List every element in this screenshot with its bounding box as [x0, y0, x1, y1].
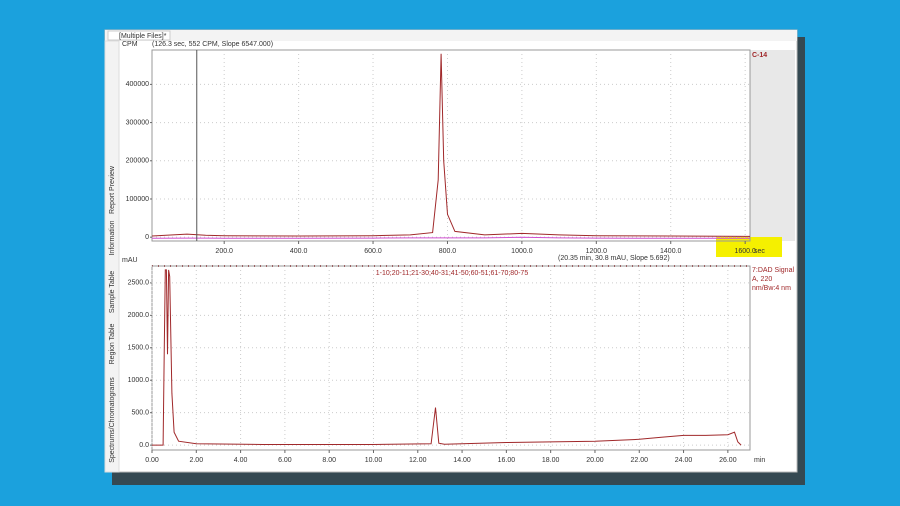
x-tick-label: 22.00	[630, 457, 648, 464]
x-tick-label: 26.00	[719, 457, 737, 464]
series-line	[152, 269, 742, 446]
legend-entry: C-14	[752, 52, 767, 59]
x-tick-label: 0.00	[145, 457, 159, 464]
x-tick-label: 20.00	[586, 457, 604, 464]
annotation: 1-10;20-11;21-30;40-31;41-50;60-51;61-70…	[376, 270, 529, 277]
y-tick-label: 100000	[126, 196, 149, 203]
window	[104, 29, 798, 473]
tab[interactable]	[107, 30, 171, 41]
x-axis-label: sec	[754, 248, 765, 255]
x-tick-label: 10.00	[365, 457, 383, 464]
y-tick-label: 0	[145, 234, 149, 241]
x-tick-label: 1200.0	[586, 248, 608, 255]
tab-bar	[105, 30, 797, 41]
x-tick-label: 1000.0	[511, 248, 533, 255]
y-axis-label: mAU	[122, 257, 138, 264]
x-tick-label: 1400.0	[660, 248, 682, 255]
y-tick-label: 2000.0	[128, 312, 150, 319]
x-tick-label: 4.00	[234, 457, 248, 464]
y-tick-label: 1000.0	[128, 377, 150, 384]
x-tick-label: 600.0	[364, 248, 382, 255]
side-tab[interactable]: Information	[109, 220, 116, 255]
side-tab[interactable]: Report Preview	[109, 165, 116, 214]
x-tick-label: 8.00	[322, 457, 336, 464]
x-tick-label: 24.00	[675, 457, 693, 464]
x-tick-label: 14.00	[453, 457, 471, 464]
highlight	[716, 237, 782, 257]
x-tick-label: 400.0	[290, 248, 308, 255]
plot-area	[151, 49, 751, 242]
legend-entry: 7:DAD Signal A, 220 nm/Bw:4 nm	[752, 267, 795, 292]
y-tick-label: 1500.0	[128, 345, 150, 352]
side-panel	[750, 50, 795, 241]
x-tick-label: 16.00	[498, 457, 516, 464]
y-tick-label: 0.0	[139, 442, 149, 449]
y-tick-label: 300000	[126, 119, 149, 126]
x-tick-label: 200.0	[215, 248, 233, 255]
tab-title[interactable]: [Multiple Files]*	[119, 33, 167, 40]
side-tab[interactable]: Region Table	[109, 324, 116, 365]
x-tick-label: 2.00	[189, 457, 203, 464]
y-tick-label: 200000	[126, 158, 149, 165]
x-tick-label: 6.00	[278, 457, 292, 464]
x-tick-label: 12.00	[409, 457, 427, 464]
x-tick-label: 18.00	[542, 457, 560, 464]
x-tick-label: 800.0	[439, 248, 457, 255]
series-line	[151, 236, 750, 239]
side-tab[interactable]: Spectrums/Chromatograms	[109, 377, 116, 463]
status-info: (20.35 min, 30.8 mAU, Slope 5.692)	[558, 255, 670, 262]
series-line	[151, 53, 750, 237]
x-axis-label: min	[754, 457, 765, 464]
y-tick-label: 500.0	[131, 410, 149, 417]
side-tab-strip	[104, 40, 120, 473]
cursor-info: (126.3 sec, 552 CPM, Slope 6547.000)	[152, 41, 273, 48]
side-tab[interactable]: Sample Table	[109, 271, 116, 313]
y-tick-label: 400000	[126, 81, 149, 88]
x-tick-label: 1600.0	[734, 248, 756, 255]
y-axis-label: CPM	[122, 41, 138, 48]
y-tick-label: 2500.0	[128, 280, 150, 287]
